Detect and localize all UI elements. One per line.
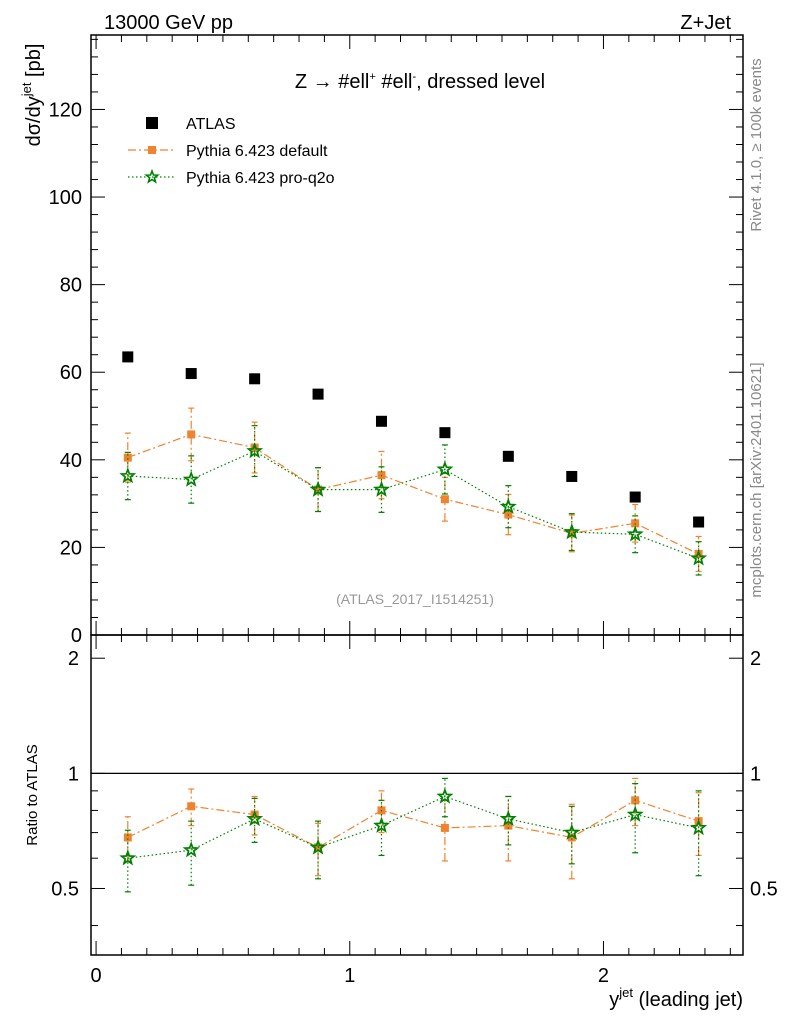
ratio-point-proq2o [626, 805, 644, 822]
ratio-point-proq2o [690, 818, 708, 836]
legend-proq2o-marker [144, 168, 160, 184]
legend-proq2o-label: Pythia 6.423 pro-q2o [186, 170, 335, 187]
ratio-line-default [127, 799, 699, 849]
data-point-proq2o [182, 470, 200, 487]
data-point-proq2o [690, 549, 708, 566]
data-point-atlas [693, 516, 705, 528]
data-point-atlas [629, 491, 641, 503]
ratio-line-proq2o [127, 795, 699, 859]
legend-atlas-label: ATLAS [186, 116, 236, 133]
ratio-plot-frame [90, 634, 744, 956]
data-point-default [123, 453, 132, 462]
x-axis-label-main: y [609, 989, 619, 1011]
ratio-axes: 0 1 2 0.5 0.5 1 1 2 2 [51, 635, 778, 987]
plot-title-arrow: → [313, 71, 333, 93]
y-tick-label: 40 [60, 450, 82, 472]
data-point-default [314, 485, 323, 494]
ratio-point-default [567, 833, 576, 842]
data-point-proq2o [119, 467, 137, 484]
y-axis-label-main: dσ/dy [23, 96, 45, 146]
ratio-point-proq2o [436, 787, 454, 804]
y-tick-label: 60 [60, 362, 82, 384]
rivet-version-label: Rivet 4.1.0, ≥ 100k events [748, 58, 765, 231]
data-point-proq2o [499, 497, 517, 514]
plot-title-rest: , dressed level [416, 71, 545, 93]
series-line-proq2o [127, 450, 699, 559]
header-process-label: Z+Jet [680, 12, 731, 34]
x-axis-label-rest: (leading jet) [633, 989, 743, 1011]
data-point-atlas [122, 351, 134, 363]
plot-title-z: Z [295, 71, 307, 93]
data-point-atlas [439, 427, 451, 439]
ratio-point-proq2o [309, 838, 327, 855]
data-point-proq2o [436, 460, 454, 477]
legend-default-label: Pythia 6.423 default [186, 143, 328, 160]
legend-atlas-marker [146, 117, 158, 129]
legend: ATLAS Pythia 6.423 default Pythia 6.423 … [128, 116, 335, 187]
ratio-y-tick-label: 0.5 [51, 878, 79, 900]
y-tick-label: 20 [60, 537, 82, 559]
data-point-default [187, 430, 196, 439]
y-tick-label-zero: 0 [71, 625, 82, 647]
data-point-proq2o [246, 442, 264, 459]
plot-marks [119, 351, 708, 893]
ratio-point-proq2o [182, 841, 200, 858]
analysis-watermark: (ATLAS_2017_I1514251) [336, 591, 494, 607]
ratio-y-tick-label: 1 [68, 763, 79, 785]
ratio-y-tick-label-right: 1 [750, 763, 761, 785]
data-point-atlas [375, 415, 387, 427]
ratio-y-tick-label: 2 [68, 648, 79, 670]
data-point-atlas [249, 373, 261, 385]
x-axis-label-sup: jet [618, 985, 633, 1000]
data-point-default [440, 495, 449, 504]
data-point-atlas [502, 450, 514, 462]
x-tick-label: 1 [344, 965, 355, 987]
ratio-point-proq2o [373, 816, 390, 833]
data-point-proq2o [563, 523, 581, 540]
data-point-atlas [312, 388, 324, 400]
plot-title-sup2: - [412, 71, 416, 83]
x-tick-label: 2 [598, 965, 609, 987]
ratio-y-axis-label: Ratio to ATLAS [24, 744, 41, 845]
y-tick-label: 120 [49, 99, 82, 121]
data-point-proq2o [309, 480, 327, 497]
plot-title-ell1: #ell [338, 71, 369, 93]
axes: 20 40 60 80 100 120 0 [49, 35, 743, 647]
x-tick-label: 0 [91, 965, 102, 987]
y-axis-label-sup: jet [19, 82, 34, 97]
y-tick-label: 80 [60, 275, 82, 297]
ratio-point-proq2o [499, 809, 517, 827]
y-tick-label: 100 [49, 187, 82, 209]
ratio-point-default [440, 823, 449, 832]
ratio-point-default [504, 821, 513, 830]
data-point-atlas [185, 368, 197, 380]
ratio-y-tick-label-right: 0.5 [750, 878, 778, 900]
y-axis-label: dσ/dyjet [pb] [19, 44, 45, 147]
data-point-proq2o [372, 480, 391, 497]
ratio-point-default [123, 833, 132, 842]
y-axis-label-unit: [pb] [23, 44, 45, 83]
data-point-atlas [566, 470, 578, 482]
plot-title-ell2: #ell [381, 71, 412, 93]
plot-title-sup1: + [369, 71, 375, 83]
ratio-y-tick-label-right: 2 [750, 648, 761, 670]
legend-default-marker [148, 146, 156, 154]
ratio-point-default [187, 802, 196, 811]
data-point-proq2o [626, 525, 644, 542]
ratio-point-proq2o [246, 809, 264, 827]
mcplots-label: mcplots.cern.ch [arXiv:2401.10621] [748, 362, 765, 597]
series-line-default [127, 433, 699, 555]
plot-title: Z → #ell+ #ell-, dressed level [295, 71, 545, 93]
header-energy-label: 13000 GeV pp [104, 12, 233, 34]
ratio-point-proq2o [119, 849, 137, 866]
ratio-point-proq2o [563, 823, 581, 840]
x-axis-label: yjet (leading jet) [609, 985, 743, 1011]
